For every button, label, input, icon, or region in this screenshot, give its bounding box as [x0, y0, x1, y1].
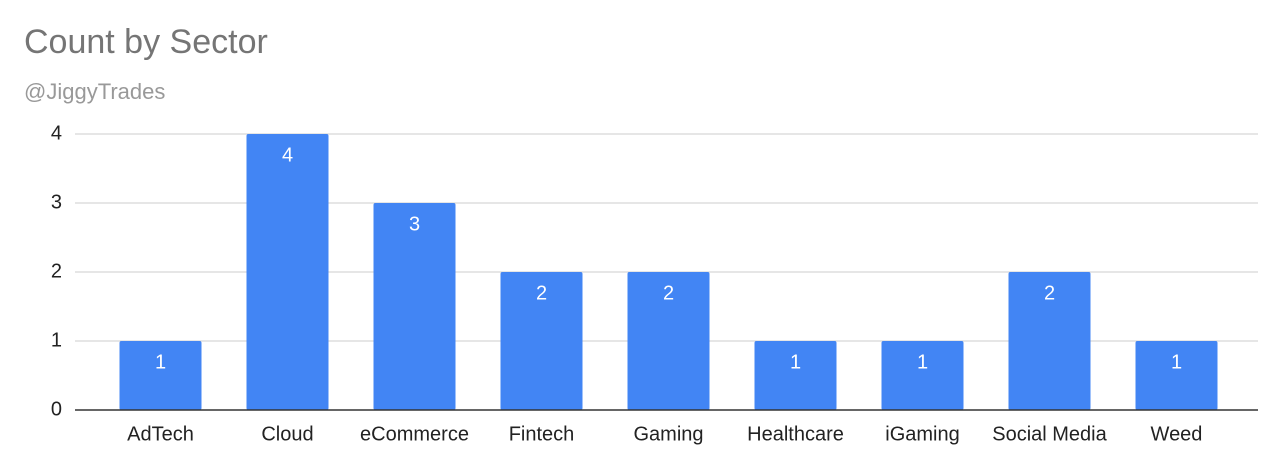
bar [1008, 272, 1091, 410]
bar [881, 341, 964, 410]
bar [373, 203, 456, 410]
bar [754, 341, 837, 410]
data-label: 1 [155, 351, 166, 373]
y-tick-label: 1 [51, 329, 62, 351]
data-label: 3 [409, 213, 420, 235]
data-label: 4 [282, 144, 293, 166]
x-tick-label: Healthcare [747, 423, 844, 445]
data-label: 2 [663, 282, 674, 304]
x-tick-label: Gaming [633, 423, 703, 445]
data-label: 2 [536, 282, 547, 304]
bar [500, 272, 583, 410]
x-tick-label: Weed [1151, 423, 1203, 445]
chart-subtitle: @JiggyTrades [24, 79, 165, 104]
y-tick-label: 2 [51, 260, 62, 282]
data-label: 1 [790, 351, 801, 373]
data-label: 2 [1044, 282, 1055, 304]
x-tick-label: Cloud [261, 423, 313, 445]
data-label: 1 [917, 351, 928, 373]
data-label: 1 [1171, 351, 1182, 373]
bar [627, 272, 710, 410]
bar [246, 134, 329, 410]
x-tick-label: eCommerce [360, 423, 469, 445]
y-tick-label: 0 [51, 398, 62, 420]
x-tick-label: Fintech [509, 423, 575, 445]
bar [119, 341, 202, 410]
y-tick-label: 3 [51, 191, 62, 213]
chart-title: Count by Sector [24, 23, 268, 61]
x-tick-label: iGaming [885, 423, 959, 445]
bar [1135, 341, 1218, 410]
x-tick-label: Social Media [992, 423, 1107, 445]
x-tick-label: AdTech [127, 423, 194, 445]
y-tick-label: 4 [51, 122, 62, 144]
